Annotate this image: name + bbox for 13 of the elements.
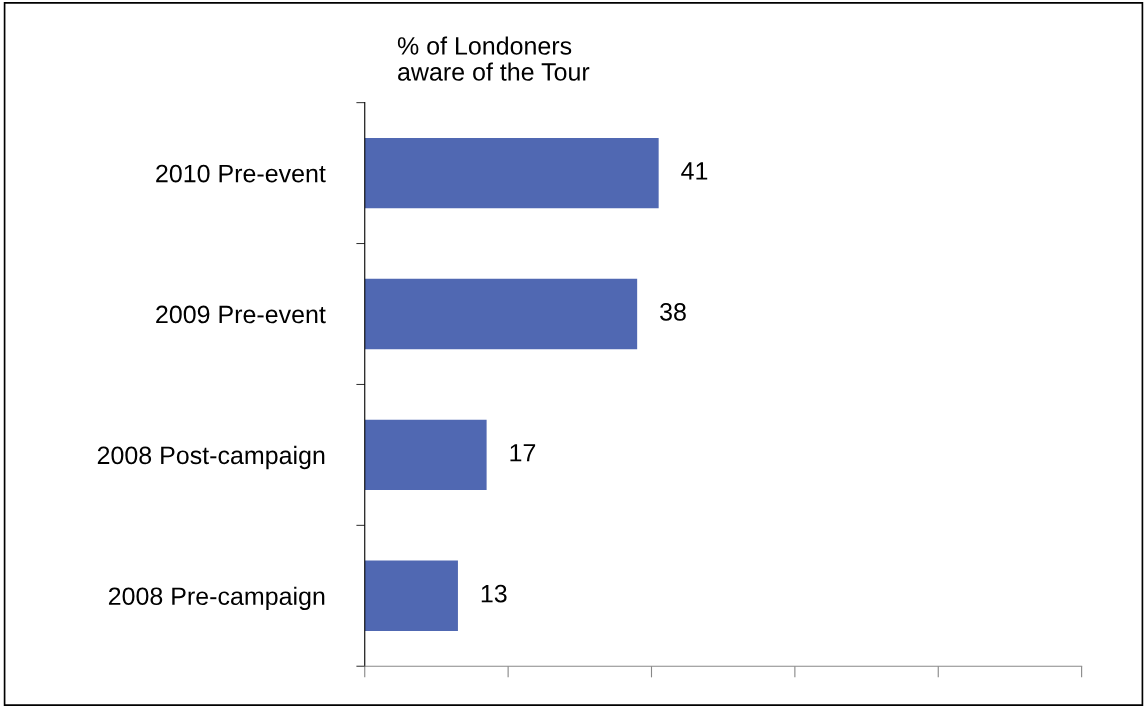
y-tick-label: 2008 Post-campaign: [97, 445, 325, 470]
data-label: 38: [660, 303, 686, 321]
data-label: 13: [481, 584, 507, 603]
data-label: 41: [681, 162, 708, 180]
bar: [364, 560, 458, 631]
y-tick-label: 2010 Pre-event: [156, 164, 326, 183]
y-tick-label: 2009 Pre-event: [156, 305, 326, 324]
y-tick-label: 2008 Pre-campaign: [108, 586, 325, 611]
bar: [364, 419, 487, 491]
bar: [364, 278, 638, 350]
bar: [364, 137, 659, 209]
data-label: 17: [510, 444, 536, 462]
chart-title: % of Londoners aware of the Tour: [397, 36, 590, 81]
